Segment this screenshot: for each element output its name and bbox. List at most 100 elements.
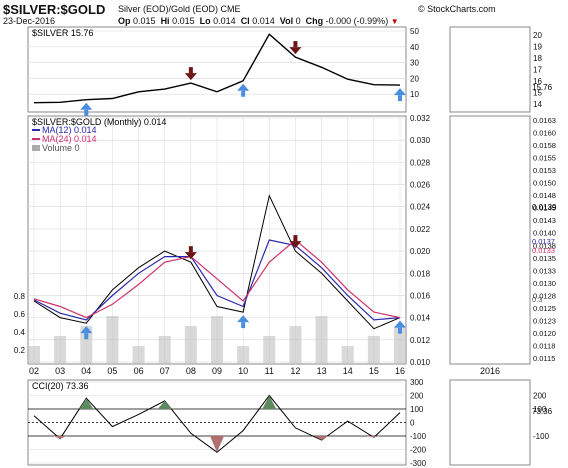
ohlc-readout: Op 0.015 Hi 0.015 Lo 0.014 Cl 0.014 Vol … [118, 16, 399, 26]
down-arrow-icon [184, 67, 197, 81]
x-tick: 11 [265, 366, 274, 376]
lo-label: Lo [199, 16, 211, 26]
down-triangle-icon: ▼ [390, 17, 399, 26]
down-arrow-icon [289, 235, 302, 249]
top-legend: $SILVER 15.76 [32, 28, 93, 38]
hi-label: Hi [160, 16, 170, 26]
volume-bar [28, 346, 40, 364]
up-arrow-icon-head [394, 88, 406, 96]
main-right-y-tick: 0.0133 [533, 266, 556, 275]
up-arrow-icon [394, 320, 406, 334]
main-y-tick: 0.012 [410, 336, 431, 345]
main-y-tick: 0.018 [410, 269, 431, 278]
volume-bar [263, 336, 276, 364]
main-right-y-tick: 0.0140 [533, 229, 556, 238]
hi-value: 0.015 [172, 16, 195, 26]
series-lines [33, 33, 401, 453]
cl-value: 0.014 [252, 16, 275, 26]
down-arrow-icon [289, 41, 302, 55]
up-arrow-icon-head [80, 326, 93, 334]
main-right-y-tick: 0.0120 [533, 329, 556, 338]
volume-bar [394, 326, 406, 364]
up-arrow-icon-head [80, 102, 93, 110]
volume-bars [28, 316, 406, 364]
cci-right-panel-frame [449, 379, 531, 466]
top-right-y-tick: 17 [533, 66, 542, 75]
copyright-text: © StockCharts.com [418, 4, 496, 14]
volume-swatch [32, 145, 40, 151]
up-arrow-icon-stem [398, 95, 402, 102]
chart-subtitle: Silver (EOD)/Gold (EOD) CME [118, 4, 241, 14]
x-tick: 13 [317, 366, 327, 376]
up-arrow-icon-stem [241, 322, 246, 329]
volume-bar [106, 316, 119, 364]
top-right-y-tick: 16 [533, 77, 542, 86]
down-arrow-icon [184, 246, 197, 260]
x-tick: 05 [107, 366, 117, 376]
top-panel-frame [27, 26, 407, 113]
down-arrow-icon-stem [293, 41, 298, 48]
down-arrow-icon-stem [188, 67, 193, 74]
main-right-panel-frame [449, 115, 531, 365]
main-right-y-tick: 0.0145 [533, 204, 556, 213]
annotation-arrows [53, 41, 406, 453]
top-right-panel-frame [449, 26, 531, 113]
grid-layer [28, 30, 406, 464]
main-y-tick: 0.026 [410, 181, 431, 190]
main-right-y-tick: 0.0123 [533, 316, 556, 325]
cl-label: Cl [240, 16, 250, 26]
chg-label: Chg [305, 16, 324, 26]
cci-y-tick: 0 [410, 419, 415, 428]
top-right-y-tick: 19 [533, 43, 542, 52]
main-y-tick: 0.028 [410, 158, 431, 167]
volume-bar [211, 316, 223, 364]
main-y-tick: 0.030 [410, 136, 431, 145]
x-tick: 10 [238, 366, 248, 376]
lo-value: 0.014 [213, 16, 236, 26]
top-y-tick: 20 [410, 74, 419, 83]
x-tick: 04 [81, 366, 91, 376]
main-right-y-tick: 0.0138 [533, 241, 556, 250]
volume-bar [54, 336, 67, 364]
main-right-y-tick: 0.0115 [533, 354, 555, 363]
x-tick: 15 [369, 366, 379, 376]
main-right-y-tick: 0.0148 [533, 191, 556, 200]
main-y-tick: 0.020 [410, 247, 431, 256]
up-arrow-icon [237, 315, 250, 329]
ma12-swatch [32, 129, 40, 131]
main-right-y-tick: 0.0153 [533, 166, 556, 175]
main-right-y-tick: 0.0155 [533, 154, 556, 163]
tick-labels: 50 40 30 20 10 20 19 18 17 16 15 14 15.76 0.032 0.030 0… [14, 27, 557, 468]
up-arrow-icon [237, 83, 250, 97]
volume-y-tick: 0.2 [14, 346, 26, 355]
volume-bar [132, 346, 145, 364]
volume-bar [289, 326, 302, 364]
cci-y-tick: -100 [410, 432, 427, 441]
x-tick: 07 [160, 366, 170, 376]
top-right-y-tick: 15 [533, 89, 542, 98]
main-right-volume-value: 0.3 [532, 295, 542, 304]
x-tick: 16 [395, 366, 405, 376]
cci-legend: CCI(20) 73.36 [32, 381, 89, 391]
ma24-legend: MA(24) 0.014 [42, 134, 97, 144]
x-tick: 12 [290, 366, 300, 376]
down-arrow-icon-head [289, 241, 302, 249]
cci-right-y-tick: -100 [533, 432, 550, 441]
ma12-legend: MA(12) 0.014 [42, 125, 97, 135]
cci-y-tick: -200 [410, 446, 427, 455]
up-arrow-icon [80, 102, 93, 116]
up-arrow-icon-stem [84, 109, 89, 116]
cci-overbought-fill [79, 398, 94, 409]
volume-y-tick: 0.4 [14, 328, 26, 337]
vol-value: 0 [295, 16, 301, 26]
down-arrow-icon-head [289, 47, 302, 55]
cci-y-tick: -300 [410, 459, 427, 468]
cci-right-y-tick: 200 [533, 392, 547, 401]
main-y-tick: 0.014 [410, 314, 431, 323]
main-right-y-tick: 0.0135 [533, 254, 556, 263]
main-right-ma-value: 0.0137 [532, 237, 555, 246]
main-y-tick: 0.022 [410, 225, 431, 234]
main-right-y-tick: 0.0160 [533, 129, 556, 138]
chg-value: -0.000 (-0.99%) [325, 16, 389, 26]
